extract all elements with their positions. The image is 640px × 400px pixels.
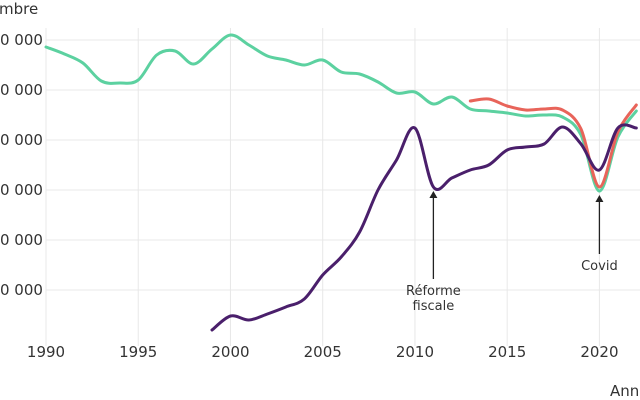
y-tick-label: 0 000 [0, 181, 43, 199]
y-tick-label: 0 000 [0, 231, 43, 249]
annotation-label: Réforme [406, 284, 461, 299]
grid [45, 28, 640, 346]
series-line-2 [468, 97, 638, 189]
annotation-arrowhead [429, 191, 438, 198]
y-axis-label: mbre [0, 0, 38, 18]
annotation-arrowhead [595, 195, 604, 202]
x-tick-labels: 1990 1995 2000 2005 2010 2015 2020 [27, 343, 619, 361]
x-tick-label: 2005 [304, 343, 342, 361]
x-tick-label: 2010 [396, 343, 434, 361]
y-tick-label: 0 000 [0, 81, 43, 99]
annotation-label: Covid [581, 259, 618, 274]
y-tick-label: 0 000 [0, 281, 43, 299]
x-tick-label: 1995 [119, 343, 157, 361]
series-lines [44, 33, 638, 332]
x-tick-label: 1990 [27, 343, 65, 361]
x-tick-label: 2015 [488, 343, 526, 361]
y-tick-label: 0 000 [0, 131, 43, 149]
series-line-3 [210, 123, 638, 332]
series-line-1 [44, 33, 638, 193]
x-tick-label: 2020 [580, 343, 618, 361]
x-axis-label: Ann [610, 382, 639, 400]
y-tick-labels: 0 000 0 000 0 000 0 000 0 000 0 000 [0, 31, 43, 299]
y-tick-label: 0 000 [0, 31, 43, 49]
annotation-label: fiscale [413, 299, 455, 314]
x-tick-label: 2000 [211, 343, 249, 361]
